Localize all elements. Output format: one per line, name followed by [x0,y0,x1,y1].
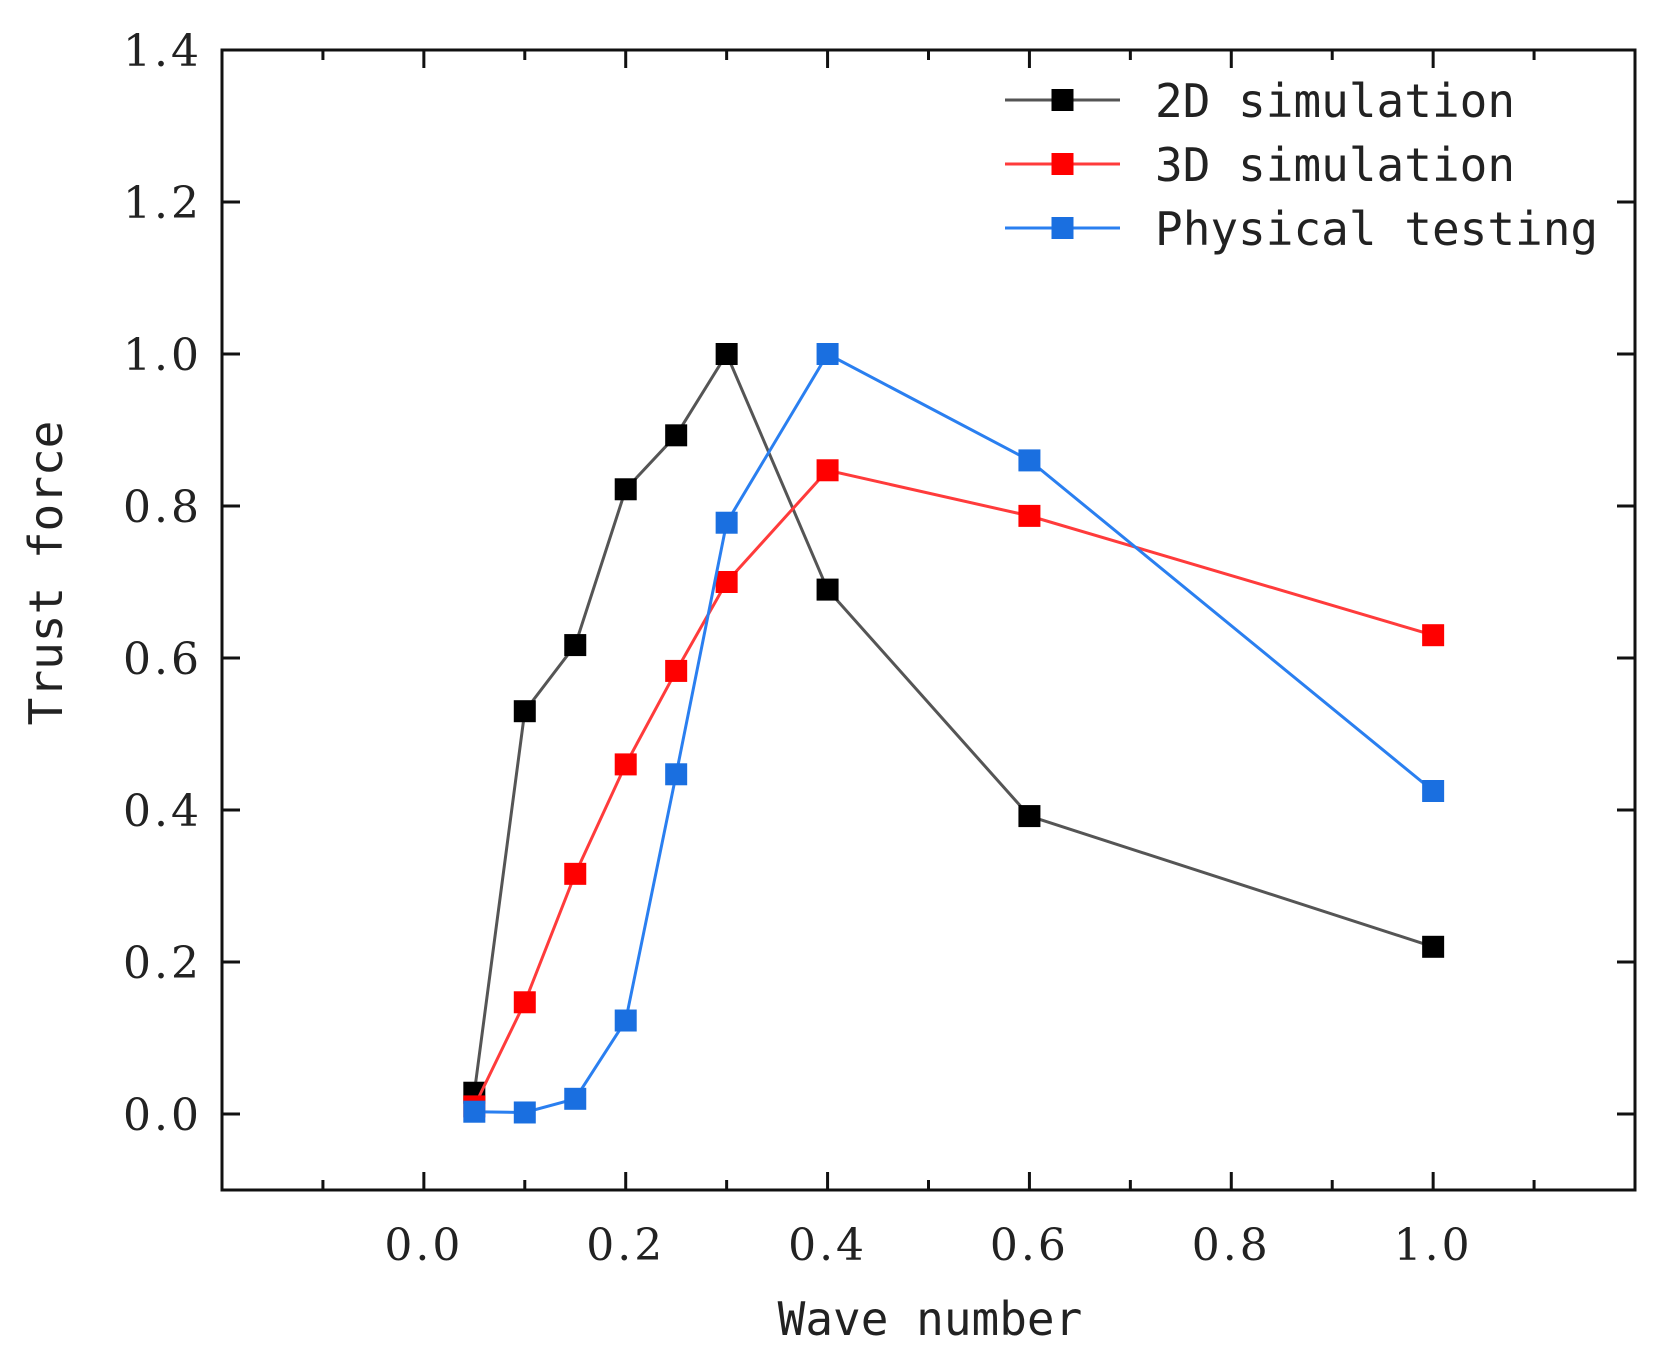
series-line-2d-simulation [472,350,1434,1093]
x-axis: 0.0 0.2 0.4 0.6 0.8 1.0 [321,50,1536,1271]
x-tick-label: 0.6 [990,1220,1069,1271]
y-tick-label: 0.0 [123,1090,202,1141]
data-point-3d-simulation [564,862,587,885]
series-2d-simulation [463,343,1445,1104]
data-point-3d-simulation [513,991,536,1014]
series-physical-testing [463,343,1445,1124]
y-axis-label: Trust force [19,421,73,726]
data-point-physical-testing [614,1009,637,1032]
legend-label-2d-simulation: 2D simulation [1155,74,1515,128]
data-point-physical-testing [665,763,688,786]
data-point-physical-testing [513,1101,536,1124]
y-tick-label: 0.4 [123,786,202,837]
y-tick-label: 0.2 [123,938,202,989]
legend-marker-physical-testing [1051,217,1074,239]
data-point-2d-simulation [1018,805,1041,828]
data-point-physical-testing [564,1087,587,1110]
legend-marker-2d-simulation [1051,89,1074,111]
data-point-3d-simulation [1422,624,1445,647]
data-point-physical-testing [816,343,839,365]
data-point-3d-simulation [614,753,637,776]
x-tick-label: 0.2 [586,1220,665,1271]
data-point-2d-simulation [564,634,587,657]
y-tick-label: 1.4 [123,26,202,77]
legend-label-physical-testing: Physical testing [1155,202,1598,256]
data-point-physical-testing [463,1100,486,1123]
legend-label-3d-simulation: 3D simulation [1155,138,1515,192]
y-tick-label: 0.6 [123,634,202,685]
y-tick-label: 1.2 [123,178,202,229]
data-point-2d-simulation [665,424,688,447]
data-point-physical-testing [715,511,738,534]
data-point-physical-testing [1422,780,1445,802]
data-point-2d-simulation [715,343,738,365]
series-layer [463,343,1445,1124]
data-point-2d-simulation [1422,935,1445,958]
x-axis-label: Wave number [778,1292,1083,1346]
data-point-3d-simulation [665,659,688,682]
y-tick-label: 1.0 [123,330,202,381]
x-tick-label: 1.0 [1394,1220,1473,1271]
x-tick-label: 0.0 [384,1220,463,1271]
x-tick-label: 0.4 [788,1220,867,1271]
legend-marker-3d-simulation [1051,153,1074,175]
data-point-3d-simulation [816,459,839,482]
x-tick-label: 0.8 [1192,1220,1271,1271]
data-point-2d-simulation [816,578,839,601]
legend: 2D simulation 3D simulation Physical testi… [1005,74,1598,256]
data-point-physical-testing [1018,449,1041,472]
y-tick-label: 0.8 [123,482,202,533]
data-point-3d-simulation [1018,504,1041,527]
y-axis: 0.0 0.2 0.4 0.6 0.8 1.0 1.2 1.4 [123,26,1635,1141]
data-point-3d-simulation [715,571,738,593]
data-point-2d-simulation [513,700,536,723]
data-point-2d-simulation [614,478,637,501]
series-3d-simulation [463,459,1445,1118]
